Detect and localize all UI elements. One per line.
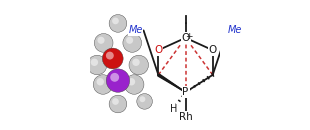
Circle shape <box>93 75 113 94</box>
Text: Rh: Rh <box>179 112 193 122</box>
Polygon shape <box>158 74 186 92</box>
Circle shape <box>112 18 119 24</box>
Circle shape <box>97 78 104 86</box>
Text: O: O <box>154 45 162 55</box>
Circle shape <box>112 98 119 105</box>
Circle shape <box>91 58 98 66</box>
Circle shape <box>94 34 113 52</box>
Circle shape <box>123 34 142 52</box>
Circle shape <box>126 37 133 44</box>
Circle shape <box>106 52 114 60</box>
Circle shape <box>124 75 144 94</box>
Circle shape <box>87 55 107 75</box>
Text: P: P <box>182 87 189 97</box>
Text: O: O <box>181 33 190 43</box>
Text: Me: Me <box>129 25 143 35</box>
Circle shape <box>132 58 140 66</box>
Circle shape <box>110 73 119 82</box>
Circle shape <box>128 78 135 86</box>
Circle shape <box>97 37 104 44</box>
Text: H: H <box>170 105 177 114</box>
Circle shape <box>129 55 148 75</box>
Circle shape <box>109 95 127 113</box>
Circle shape <box>137 94 153 109</box>
Circle shape <box>102 48 123 69</box>
Text: O: O <box>209 45 217 55</box>
Circle shape <box>106 69 130 92</box>
Text: +: + <box>185 32 192 41</box>
Circle shape <box>109 15 127 32</box>
Text: Me: Me <box>228 25 242 35</box>
Circle shape <box>140 96 145 102</box>
